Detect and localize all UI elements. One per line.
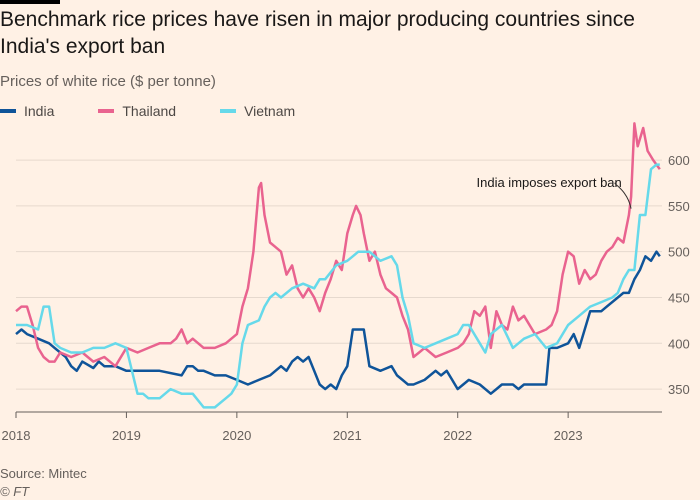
- annotation-leader-line: [614, 182, 632, 209]
- x-tick-label-2022: 2022: [443, 428, 472, 443]
- chart-subtitle: Prices of white rice ($ per tonne): [0, 73, 216, 90]
- series-line-thailand: [15, 122, 661, 368]
- y-tick-label-550: 550: [668, 199, 690, 214]
- x-tick-label-2021: 2021: [333, 428, 362, 443]
- x-tick-label-2019: 2019: [112, 428, 141, 443]
- y-tick-label-400: 400: [668, 336, 690, 351]
- legend-label-vietnam: Vietnam: [244, 103, 296, 119]
- legend-item-vietnam: Vietnam: [220, 103, 295, 119]
- annotation-export-ban: India imposes export ban: [477, 175, 622, 190]
- series-line-india: [15, 250, 661, 395]
- copyright-note: © FT: [0, 484, 30, 499]
- brand-bar: [0, 0, 60, 4]
- legend-label-india: India: [24, 103, 55, 119]
- chart-title: Benchmark rice prices have risen in majo…: [0, 8, 635, 58]
- legend-swatch-india: [0, 109, 16, 113]
- x-tick-label-2020: 2020: [222, 428, 251, 443]
- legend-label-thailand: Thailand: [122, 103, 177, 119]
- x-tick-label-2023: 2023: [554, 428, 583, 443]
- legend-item-india: India: [0, 103, 54, 119]
- y-tick-label-450: 450: [668, 290, 690, 305]
- y-tick-label-500: 500: [668, 245, 690, 260]
- legend-swatch-thailand: [98, 109, 115, 113]
- source-note: Source: Mintec: [0, 466, 87, 481]
- series-line-vietnam: [16, 163, 660, 409]
- x-tick-label-2018: 2018: [2, 428, 31, 443]
- chart-legend: India Thailand Vietnam: [0, 103, 331, 119]
- y-tick-label-350: 350: [668, 382, 690, 397]
- legend-swatch-vietnam: [220, 109, 237, 113]
- y-tick-label-600: 600: [668, 153, 690, 168]
- legend-item-thailand: Thailand: [98, 103, 176, 119]
